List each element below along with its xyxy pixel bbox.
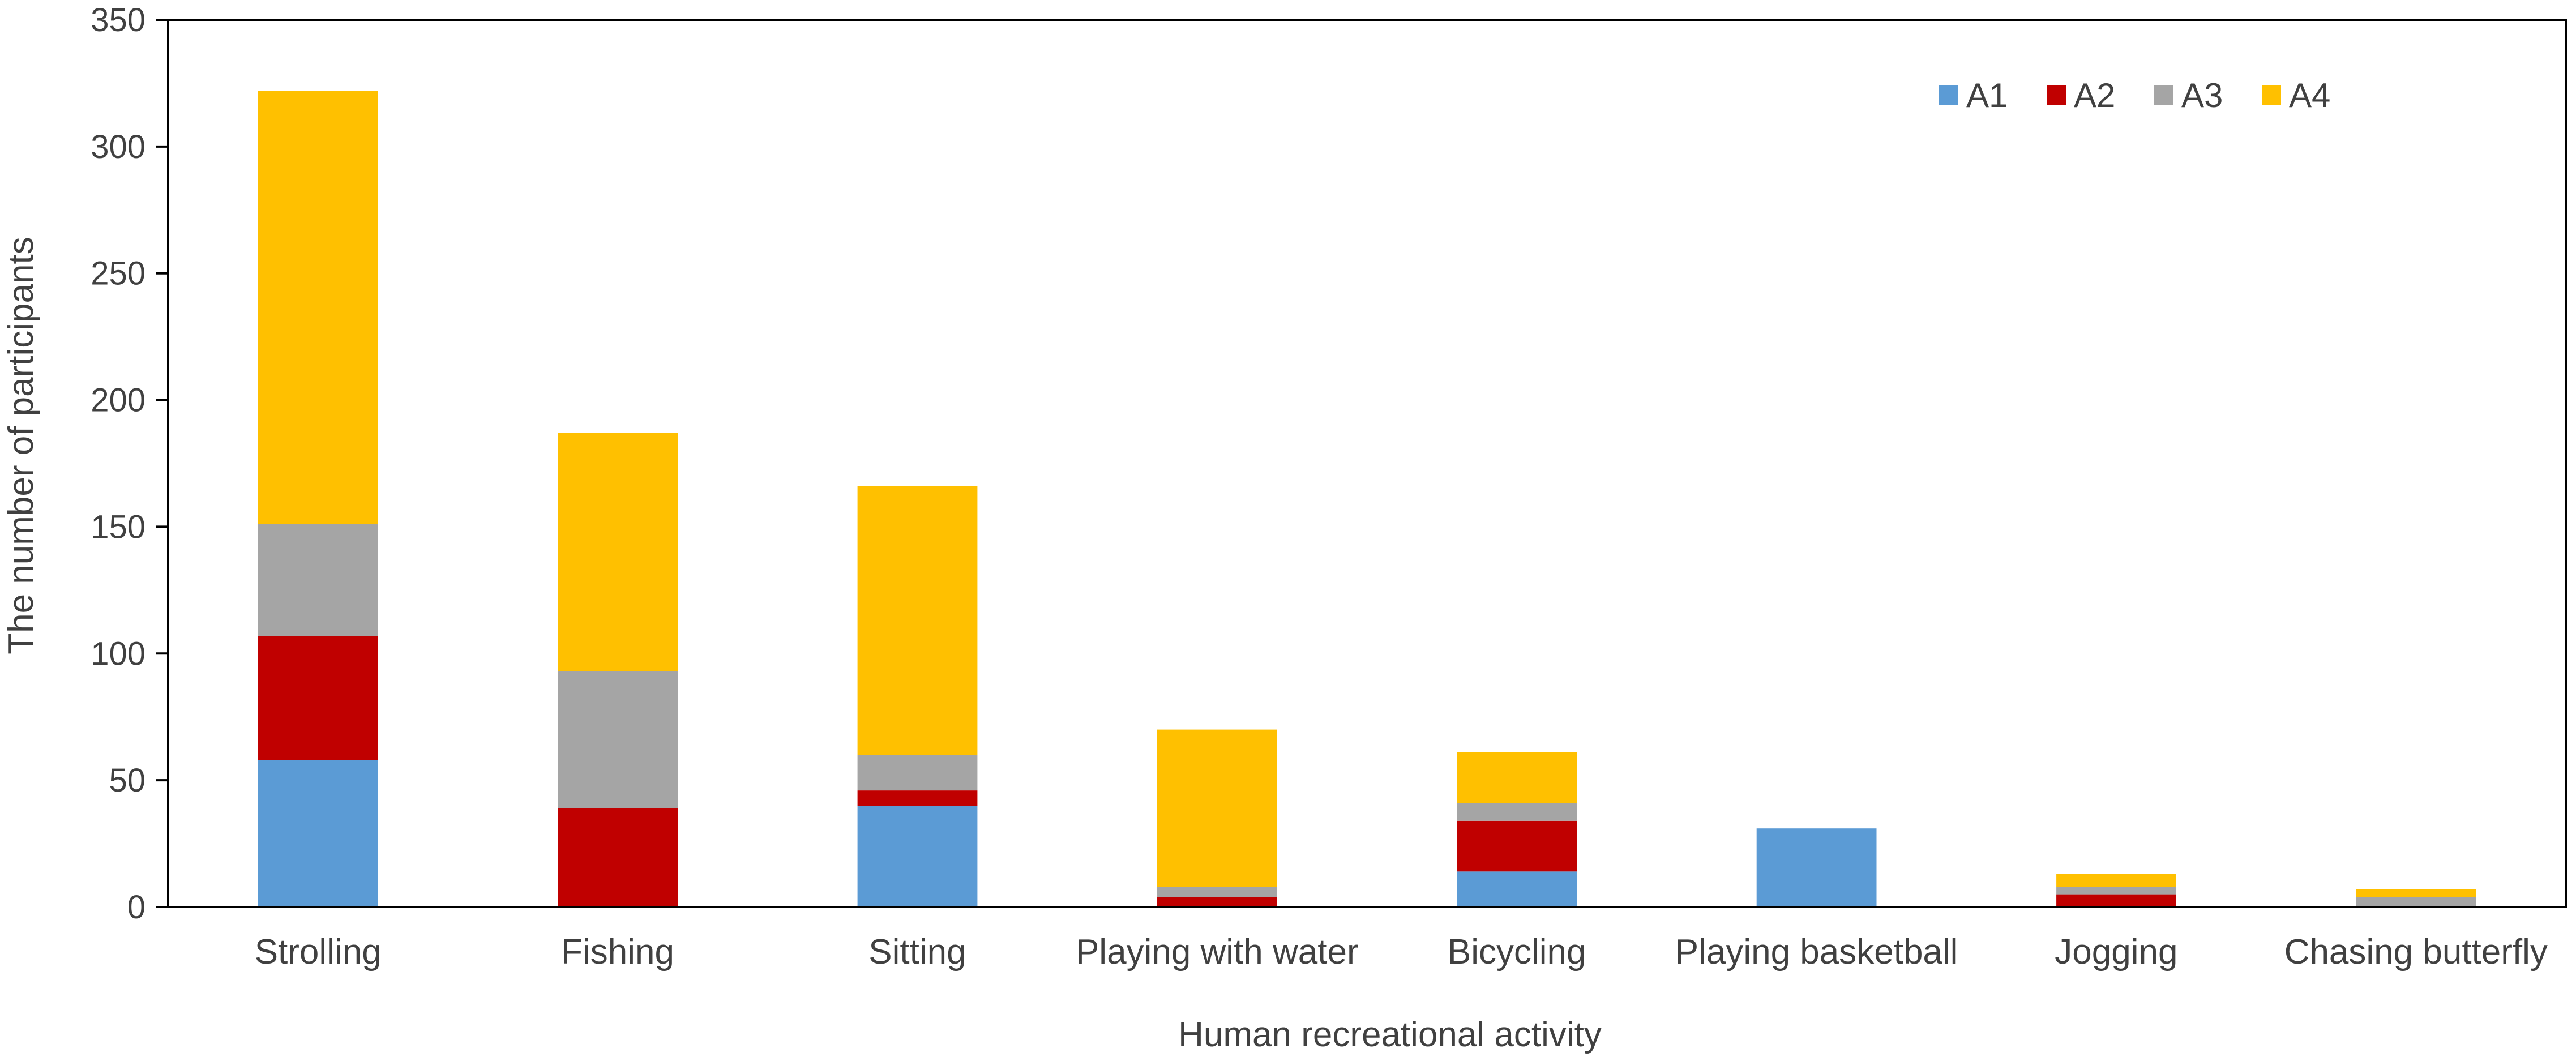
bar-a3-strolling <box>258 524 378 636</box>
axes-layer <box>156 19 2567 908</box>
y-tick-label: 300 <box>91 129 146 165</box>
y-tick-label: 0 <box>127 889 146 926</box>
legend-label-a2: A2 <box>2074 76 2115 114</box>
bar-a3-bicycling <box>1457 803 1577 821</box>
bar-a2-strolling <box>258 635 378 760</box>
x-category-label: Playing with water <box>1076 932 1359 972</box>
bar-a1-playing-basketball <box>1756 828 1877 907</box>
bar-a4-fishing <box>558 433 678 671</box>
bars-layer <box>258 91 2476 907</box>
y-tick-label: 200 <box>91 382 146 419</box>
bar-a1-strolling <box>258 760 378 907</box>
bar-a4-bicycling <box>1457 752 1577 803</box>
bar-a1-sitting <box>857 805 978 907</box>
bar-a4-sitting <box>857 486 978 755</box>
bar-a2-fishing <box>558 808 678 907</box>
bar-a1-bicycling <box>1457 871 1577 907</box>
bar-a3-fishing <box>558 671 678 808</box>
bar-a3-playing-with-water <box>1157 887 1277 897</box>
bar-a3-sitting <box>857 755 978 791</box>
bar-a2-bicycling <box>1457 820 1577 872</box>
y-tick-label: 50 <box>109 762 146 799</box>
legend-swatch-a1 <box>1939 85 1958 105</box>
y-axis-title: The number of participants <box>2 237 41 654</box>
x-category-labels: Strolling Fishing Sitting Playing with wate… <box>255 932 2548 972</box>
legend-swatch-a3 <box>2154 85 2173 105</box>
bar-a4-chasing-butterfly <box>2356 889 2476 897</box>
y-tick-label: 350 <box>91 2 146 38</box>
x-category-label: Strolling <box>255 932 382 972</box>
plot-frame <box>167 19 2567 908</box>
legend: A1 A2 A3 A4 <box>1939 76 2330 114</box>
y-tick-label: 100 <box>91 635 146 672</box>
y-tick-labels: 0 50 100 150 200 250 300 350 <box>91 2 146 926</box>
x-category-label: Bicycling <box>1448 932 1586 972</box>
x-category-label: Chasing butterfly <box>2284 932 2548 972</box>
x-axis-title: Human recreational activity <box>1178 1015 1602 1054</box>
x-category-label: Fishing <box>561 932 674 972</box>
y-tick-label: 150 <box>91 508 146 545</box>
bar-a4-playing-with-water <box>1157 729 1277 887</box>
bar-a4-jogging <box>2056 874 2176 887</box>
bar-a4-strolling <box>258 91 378 524</box>
bar-a2-sitting <box>857 790 978 806</box>
bar-a2-jogging <box>2056 894 2176 907</box>
legend-swatch-a4 <box>2262 85 2281 105</box>
bar-a3-chasing-butterfly <box>2356 897 2476 907</box>
x-category-label: Jogging <box>2055 932 2177 972</box>
x-category-label: Sitting <box>868 932 966 972</box>
legend-label-a4: A4 <box>2289 76 2330 114</box>
bar-a2-playing-with-water <box>1157 897 1277 907</box>
legend-swatch-a2 <box>2047 85 2066 105</box>
legend-label-a3: A3 <box>2181 76 2223 114</box>
legend-label-a1: A1 <box>1966 76 2008 114</box>
bar-a3-jogging <box>2056 887 2176 895</box>
x-category-label: Playing basketball <box>1675 932 1958 972</box>
y-tick-label: 250 <box>91 255 146 292</box>
